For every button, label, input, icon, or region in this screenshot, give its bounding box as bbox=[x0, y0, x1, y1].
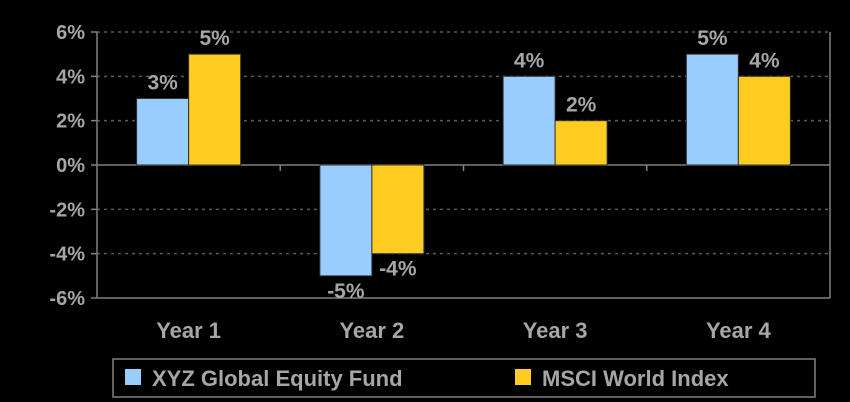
data-label-xyz-global-equity-fund-year-1: 3% bbox=[147, 72, 178, 95]
data-label-xyz-global-equity-fund-year-4: 5% bbox=[697, 27, 728, 50]
legend-swatch-msci-world-index bbox=[515, 369, 531, 385]
data-labels: 3% 5% -5% -4% 4% 2% 5% 4% bbox=[147, 27, 779, 303]
bar-xyz-global-equity-fund-year-3 bbox=[502, 75, 556, 166]
bar-msci-world-index-year-1 bbox=[188, 53, 242, 166]
bars bbox=[136, 53, 791, 277]
bar-xyz-global-equity-fund-year-2 bbox=[319, 164, 373, 277]
y-tick-label: 2% bbox=[56, 111, 85, 133]
data-label-xyz-global-equity-fund-year-3: 4% bbox=[514, 49, 545, 72]
category-label-year-1: Year 1 bbox=[156, 318, 221, 343]
data-label-msci-world-index-year-1: 5% bbox=[199, 27, 230, 50]
y-tick-labels: 6% 4% 2% 0% -2% -4% -6% bbox=[49, 22, 85, 310]
y-tick-label: 6% bbox=[56, 22, 85, 44]
bar-msci-world-index-year-3 bbox=[554, 120, 608, 166]
data-label-msci-world-index-year-3: 2% bbox=[566, 94, 597, 117]
y-tick-label: 4% bbox=[56, 66, 85, 88]
bar-xyz-global-equity-fund-year-1 bbox=[136, 98, 190, 166]
legend-swatch-xyz-global-equity-fund bbox=[125, 369, 141, 385]
y-tick-label: -2% bbox=[49, 199, 85, 221]
bar-msci-world-index-year-2 bbox=[371, 164, 425, 255]
bar-msci-world-index-year-4 bbox=[737, 75, 791, 166]
legend-label-xyz-global-equity-fund: XYZ Global Equity Fund bbox=[152, 366, 403, 391]
category-labels: Year 1 Year 2 Year 3 Year 4 bbox=[156, 318, 771, 343]
legend-box bbox=[112, 358, 816, 398]
data-label-msci-world-index-year-4: 4% bbox=[749, 49, 780, 72]
legend: XYZ Global Equity Fund MSCI World Index bbox=[112, 358, 816, 398]
category-label-year-2: Year 2 bbox=[339, 318, 404, 343]
bar-xyz-global-equity-fund-year-4 bbox=[685, 53, 739, 166]
data-label-msci-world-index-year-2: -4% bbox=[379, 258, 417, 281]
y-tick-label: 0% bbox=[56, 155, 85, 177]
y-tick-label: -4% bbox=[49, 244, 85, 266]
legend-label-msci-world-index: MSCI World Index bbox=[542, 366, 729, 391]
category-label-year-4: Year 4 bbox=[706, 318, 772, 343]
data-label-xyz-global-equity-fund-year-2: -5% bbox=[327, 280, 365, 303]
category-label-year-3: Year 3 bbox=[523, 318, 588, 343]
y-tick-label: -6% bbox=[49, 288, 85, 310]
